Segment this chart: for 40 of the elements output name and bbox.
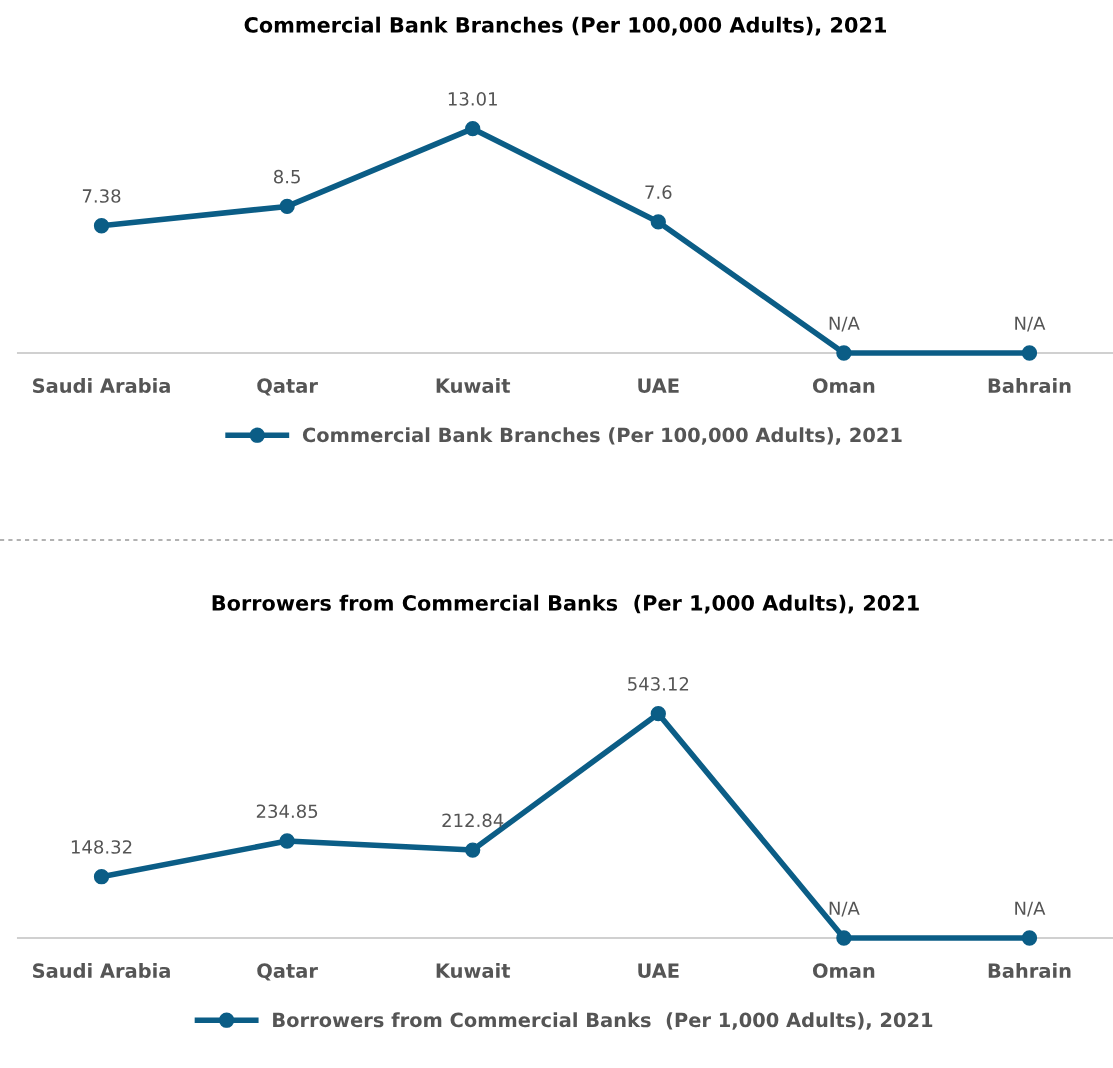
x-tick-label: Bahrain [988,378,1071,394]
point [650,214,666,230]
x-tick-label: Qatar [257,378,318,396]
data-label: N/A [829,901,860,917]
point [279,833,295,849]
point [93,869,110,885]
x-tick-label: Bahrain [988,963,1071,979]
x-tick-label: UAE [638,963,679,979]
point [465,121,481,137]
x-tick-label: Kuwait [436,963,511,979]
data-label: 7.6 [645,185,672,199]
point [465,842,481,858]
x-tick-label: Qatar [257,963,318,981]
x-tick-label: UAE [638,378,679,394]
point [1021,345,1038,361]
chart-title: Commercial Bank Branches (Per 100,000 Adults), 2021 [244,16,887,36]
data-label: 234.85 [256,804,318,819]
x-tick-label: Kuwait [436,378,511,394]
data-label: N/A [829,316,860,332]
point [836,930,852,946]
legend-label: Commercial Bank Branches (Per 100,000 Adults), 2021 [302,427,902,445]
point [279,198,295,215]
x-tick-label: Saudi Arabia [33,963,170,979]
x-tick-label: Oman [812,378,875,394]
x-tick-label: Oman [812,963,875,979]
chart-title: Borrowers from Commercial Banks (Per 1,000 Adults), 2021 [212,594,919,614]
x-tick-label: Saudi Arabia [33,378,170,394]
data-label: 543.12 [628,677,689,691]
data-label: 212.84 [442,813,504,828]
data-label: 8.5 [273,169,300,184]
data-label: 13.01 [448,92,497,106]
data-label: N/A [1015,316,1046,332]
data-label: N/A [1015,901,1046,917]
point [836,345,852,361]
point [93,218,110,234]
legend-label: Borrowers from Commercial Banks (Per 1,000 Adults), 2021 [273,1012,933,1030]
point [1021,930,1038,946]
data-label: 7.38 [82,189,121,203]
point [650,706,666,722]
data-label: 148.32 [71,840,132,854]
